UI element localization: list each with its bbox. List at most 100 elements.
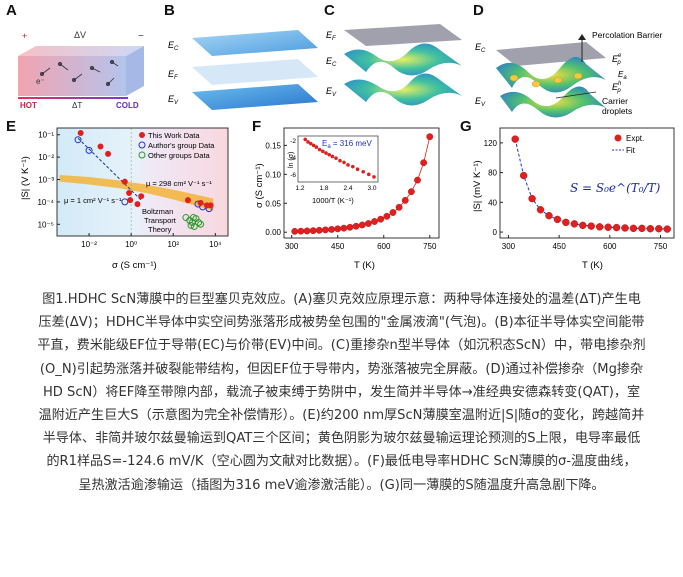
f-point [377, 215, 385, 223]
e-ytick-label: 10⁻¹ [38, 131, 54, 140]
caption-line: 的R1样品S=-124.6 mV/K（空心圆为文献对比数据）。(F)最低电导率H… [46, 454, 637, 470]
f-inset-xtick-label: 3.0 [367, 185, 376, 192]
e-point-other [189, 214, 197, 222]
e-point-this-work [207, 202, 214, 209]
valence-band-sheet [192, 84, 318, 110]
e-xtick-label: 10⁻² [81, 240, 97, 249]
e-point-this-work [105, 150, 112, 157]
e-xlabel: σ (S cm⁻¹) [112, 260, 157, 271]
e-xtick-label: 10⁰ [125, 240, 137, 249]
f-inset-point [338, 158, 342, 163]
delta-t-label: ΔT [72, 101, 82, 110]
e-plot-frame [56, 127, 229, 237]
caption-line: 呈热激活逾渗输运（插图为316 meV逾渗激活能）。(G)同一薄膜的S随温度升高… [78, 477, 605, 493]
e-point-this-work [127, 197, 134, 204]
f-ytick-label: 0.00 [265, 228, 281, 237]
e-point-this-work [121, 178, 128, 185]
f-point [420, 159, 428, 167]
e-ytick-label: 10⁻⁴ [37, 198, 54, 207]
e-ytick-label: 10⁻² [38, 153, 54, 162]
f-inset-xtick-label: 1.2 [295, 185, 304, 192]
caption-line: 温附近产生巨大S（示意图为完全补偿情形）。(E)约200 nm厚ScN薄膜室温附… [38, 408, 645, 424]
boltzmann-band [59, 174, 214, 211]
g-xlabel: T (K) [582, 260, 603, 271]
f-point [303, 227, 311, 235]
f-xtick-label: 750 [423, 242, 437, 251]
g-plot-frame [499, 127, 675, 239]
g-legend-expt: Expt. [626, 134, 644, 143]
f-inset-point [327, 152, 332, 157]
f-point [426, 133, 434, 141]
f-inset-xtick-label: 1.8 [319, 185, 328, 192]
e-point-this-work [97, 143, 104, 150]
e-mu-low: μ = 1 cm² V⁻¹ s⁻¹ [64, 196, 122, 205]
carrier-droplets-icon [509, 72, 583, 88]
f-inset-frame [297, 135, 379, 183]
g-point [655, 225, 663, 233]
g-point [545, 212, 553, 220]
g-point [587, 222, 595, 230]
e-point-author [74, 136, 82, 144]
conduction-band-sheet [192, 30, 318, 56]
e-theory-3: Theory [148, 225, 172, 234]
e-point-this-work [203, 202, 210, 209]
b-ef-label: EF [168, 69, 178, 81]
f-inset-ytick-label: -4 [290, 155, 296, 162]
g-ylabel: |S| (mV K⁻¹) [472, 160, 483, 212]
f-inset-ytick-label: -2 [290, 138, 296, 145]
e-ytick-label: 10⁻³ [38, 176, 54, 185]
figure-caption: 图1.HDHC ScN薄膜中的巨型塞贝克效应。(A)塞贝克效应原理示意：两种导体… [4, 288, 679, 497]
g-fit-line [514, 139, 668, 230]
percolation-barrier-label: Percolation Barrier [592, 30, 663, 40]
c-ec-label: EC [326, 56, 337, 68]
e-point-author [85, 146, 93, 154]
f-ytick-label: 0.05 [265, 199, 281, 208]
f-point [309, 227, 317, 235]
caption-line: 图1.HDHC ScN薄膜中的巨型塞贝克效应。(A)塞贝克效应原理示意：两种导体… [42, 292, 641, 307]
g-ytick-label: 40 [488, 198, 497, 207]
f-series-line [294, 136, 431, 232]
e-mu-high: μ = 298 cm² V⁻¹ s⁻¹ [146, 179, 212, 188]
f-point [315, 226, 323, 234]
g-legend-fit: Fit [626, 146, 636, 155]
f-inset-point [367, 172, 371, 177]
e-point-other [195, 219, 203, 227]
f-point [389, 209, 397, 216]
legend-author: Author's group Data [148, 141, 215, 150]
b-ev-label: EV [168, 94, 179, 106]
f-xlabel: T (K) [354, 260, 375, 271]
f-inset-xtick-label: 2.4 [343, 185, 352, 192]
f-plot-frame [283, 127, 440, 239]
c-ev-label: EV [326, 86, 337, 98]
delta-v-label: ΔV [74, 30, 86, 40]
f-inset-xlabel: 1000/T (K⁻¹) [312, 196, 354, 205]
droplets-pointer [555, 91, 597, 99]
hot-label: HOT [20, 101, 37, 110]
e-point-author [199, 203, 207, 211]
panel-letter-b: B [164, 2, 175, 19]
f-inset-point [321, 149, 325, 154]
f-inset-point [372, 175, 376, 179]
g-point [553, 215, 562, 224]
g-point [595, 223, 604, 231]
f-point [322, 226, 329, 234]
legend-marker-author [138, 141, 146, 149]
g-point [511, 135, 519, 143]
e-point-other [190, 222, 198, 230]
g-point [528, 194, 536, 203]
panel-letter-c: C [324, 2, 335, 19]
f-point [407, 188, 415, 196]
f-inset-point [309, 141, 313, 146]
g-xtick-label: 750 [654, 242, 668, 251]
e-point-other [188, 219, 196, 227]
g-xtick-label: 300 [502, 242, 516, 251]
f-inset-point [306, 140, 310, 144]
panel-letter-e: E [6, 118, 17, 135]
f-inset-point [351, 164, 355, 169]
panel-letter-d: D [473, 2, 484, 19]
f-inset-point [314, 145, 319, 149]
e-ylabel: |S| (V K⁻¹) [20, 156, 31, 200]
f-inset-point [355, 167, 360, 172]
f-point [352, 222, 360, 230]
f-point [414, 176, 421, 184]
